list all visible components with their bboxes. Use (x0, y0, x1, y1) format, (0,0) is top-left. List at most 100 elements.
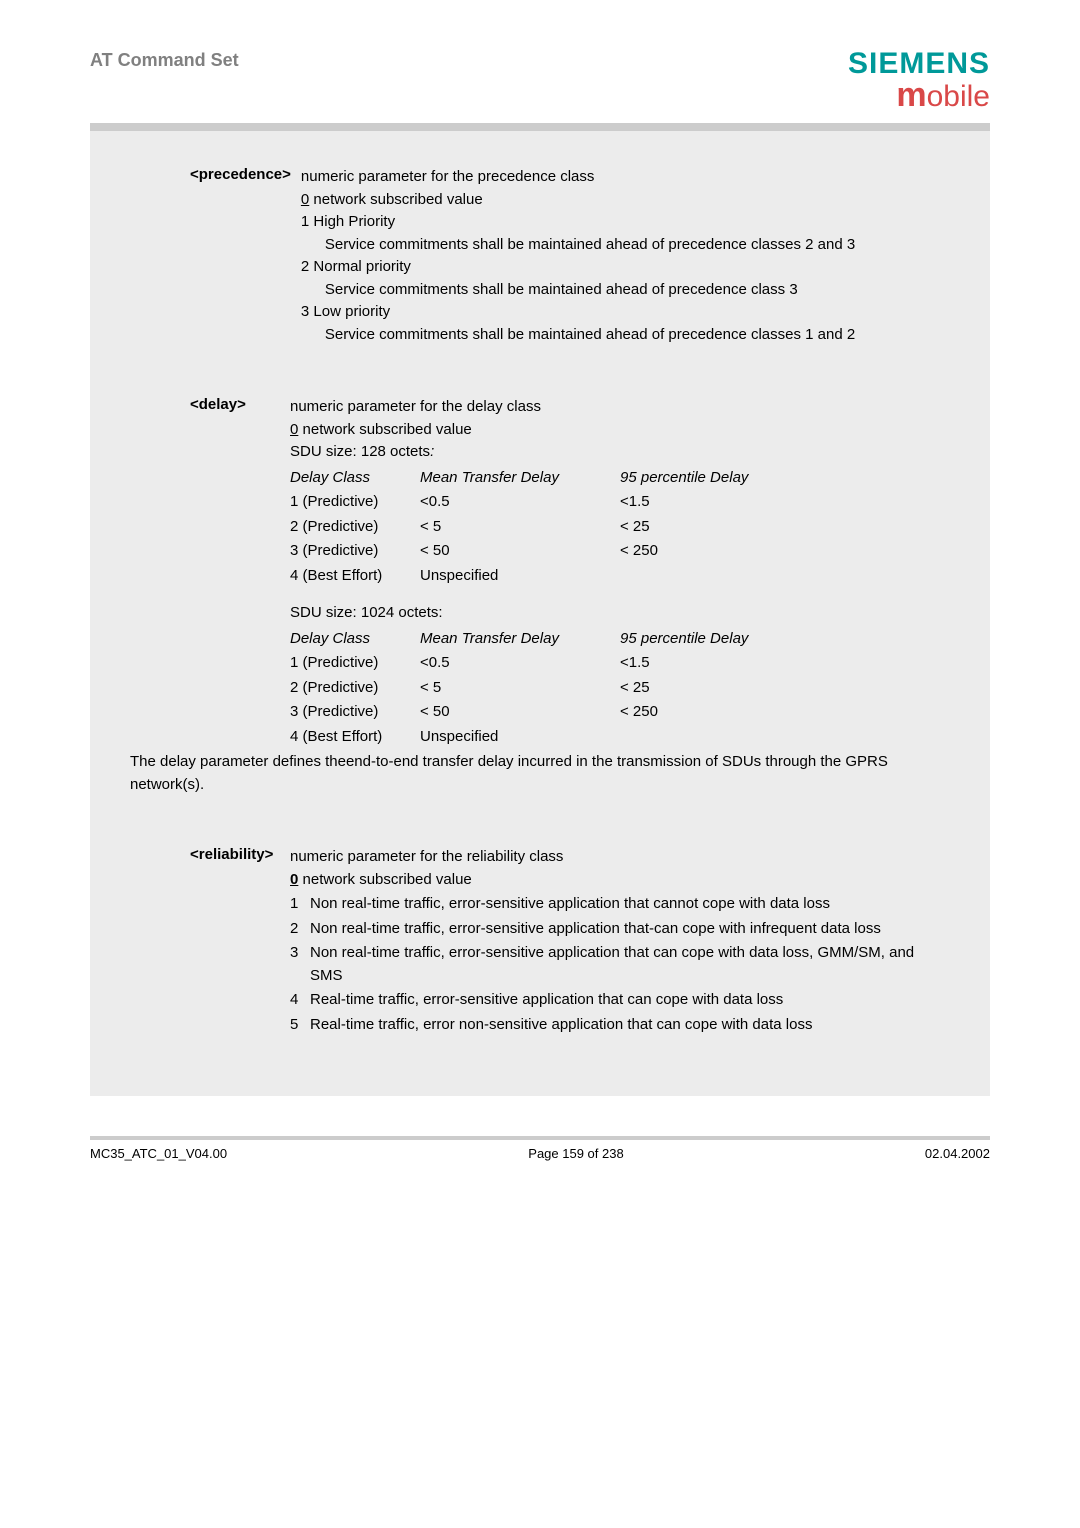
pc-2: < 25 (620, 515, 950, 540)
precedence-intro: numeric parameter for the precedence cla… (301, 166, 950, 189)
hdr-mean-transfer-2: Mean Transfer Delay (420, 627, 620, 652)
reli-txt-2: Non real-time traffic, error-sensitive a… (310, 918, 950, 941)
table-row: 3 (Predictive)< 50< 250 (290, 539, 950, 564)
dc-4: 4 (Best Effort) (290, 564, 420, 589)
reli-txt-3: Non real-time traffic, error-sensitive a… (310, 942, 950, 987)
mt2-4: Unspecified (420, 725, 620, 750)
delay-label: <delay> (130, 396, 290, 796)
list-item: 2Non real-time traffic, error-sensitive … (290, 918, 950, 941)
logo-block: SIEMENS mobile (848, 50, 990, 111)
reli-num-3: 3 (290, 942, 310, 987)
delay-0-text: network subscribed value (298, 421, 471, 438)
reliability-0: 0 network subscribed value (290, 869, 950, 892)
mobile-rest: obile (927, 80, 990, 113)
reliability-label: <reliability> (130, 846, 290, 1036)
table-row: 4 (Best Effort)Unspecified (290, 725, 950, 750)
mt2-3: < 50 (420, 700, 620, 725)
dc-2: 2 (Predictive) (290, 515, 420, 540)
reliability-param: <reliability> numeric parameter for the … (130, 846, 950, 1036)
dc-3: 3 (Predictive) (290, 539, 420, 564)
reli-txt-5: Real-time traffic, error non-sensitive a… (310, 1014, 950, 1037)
list-item: 3Non real-time traffic, error-sensitive … (290, 942, 950, 987)
pc-3: < 250 (620, 539, 950, 564)
mt-2: < 5 (420, 515, 620, 540)
delay-table-128: Delay Class Mean Transfer Delay 95 perce… (290, 466, 950, 589)
header-title: AT Command Set (90, 50, 239, 71)
precedence-3-desc: Service commitments shall be maintained … (301, 324, 950, 347)
header-separator (90, 123, 990, 131)
dc-1: 1 (Predictive) (290, 490, 420, 515)
reliability-0-text: network subscribed value (298, 871, 471, 888)
reli-num-5: 5 (290, 1014, 310, 1037)
dc2-4: 4 (Best Effort) (290, 725, 420, 750)
mt2-1: <0.5 (420, 651, 620, 676)
pc-4 (620, 564, 950, 589)
hdr-delay-class: Delay Class (290, 466, 420, 491)
mobile-wordmark: mobile (848, 79, 990, 112)
list-item: 5Real-time traffic, error non-sensitive … (290, 1014, 950, 1037)
dc2-3: 3 (Predictive) (290, 700, 420, 725)
precedence-0: 0 network subscribed value (301, 189, 950, 212)
delay-intro: numeric parameter for the delay class (290, 396, 950, 419)
hdr-mean-transfer: Mean Transfer Delay (420, 466, 620, 491)
page-footer: MC35_ATC_01_V04.00 Page 159 of 238 02.04… (90, 1146, 990, 1161)
precedence-2-desc: Service commitments shall be maintained … (301, 279, 950, 302)
spacer (290, 588, 950, 602)
table-row: 1 (Predictive)<0.5<1.5 (290, 490, 950, 515)
precedence-3: 3 Low priority (301, 301, 950, 324)
reliability-intro: numeric parameter for the reliability cl… (290, 846, 950, 869)
pc-1: <1.5 (620, 490, 950, 515)
precedence-1: 1 High Priority (301, 211, 950, 234)
reliability-list: 1Non real-time traffic, error-sensitive … (290, 893, 950, 1036)
table-row: 3 (Predictive)< 50< 250 (290, 700, 950, 725)
mobile-m: m (896, 76, 926, 114)
page-header: AT Command Set SIEMENS mobile (90, 50, 990, 111)
footer-left: MC35_ATC_01_V04.00 (90, 1146, 227, 1161)
delay-sdu1024: SDU size: 1024 octets: (290, 602, 950, 625)
footer-right: 02.04.2002 (925, 1146, 990, 1161)
delay-table-1024: Delay Class Mean Transfer Delay 95 perce… (290, 627, 950, 750)
sdu128-text: SDU size: 128 octets (290, 443, 430, 460)
delay-0: 0 network subscribed value (290, 419, 950, 442)
siemens-wordmark: SIEMENS (848, 50, 990, 79)
dc2-1: 1 (Predictive) (290, 651, 420, 676)
table-row: 1 (Predictive)<0.5<1.5 (290, 651, 950, 676)
table-header-row: Delay Class Mean Transfer Delay 95 perce… (290, 627, 950, 652)
precedence-param: <precedence> numeric parameter for the p… (130, 166, 950, 346)
delay-sdu128: SDU size: 128 octets: (290, 441, 950, 464)
hdr-95-percentile-2: 95 percentile Delay (620, 627, 950, 652)
precedence-2: 2 Normal priority (301, 256, 950, 279)
mt-3: < 50 (420, 539, 620, 564)
delay-content: numeric parameter for the delay class 0 … (290, 396, 950, 796)
hdr-95-percentile: 95 percentile Delay (620, 466, 950, 491)
reliability-content: numeric parameter for the reliability cl… (290, 846, 950, 1036)
reli-txt-1: Non real-time traffic, error-sensitive a… (310, 893, 950, 916)
table-row: 2 (Predictive)< 5< 25 (290, 515, 950, 540)
precedence-1-desc: Service commitments shall be maintained … (301, 234, 950, 257)
list-item: 4Real-time traffic, error-sensitive appl… (290, 989, 950, 1012)
delay-note: The delay parameter defines theend-to-en… (130, 751, 950, 796)
reli-num-4: 4 (290, 989, 310, 1012)
mt-4: Unspecified (420, 564, 620, 589)
footer-separator (90, 1136, 990, 1140)
reli-num-2: 2 (290, 918, 310, 941)
pc2-4 (620, 725, 950, 750)
dc2-2: 2 (Predictive) (290, 676, 420, 701)
mt2-2: < 5 (420, 676, 620, 701)
precedence-label: <precedence> (130, 166, 301, 346)
reli-num-1: 1 (290, 893, 310, 916)
table-row: 4 (Best Effort)Unspecified (290, 564, 950, 589)
precedence-0-text: network subscribed value (309, 191, 482, 208)
table-header-row: Delay Class Mean Transfer Delay 95 perce… (290, 466, 950, 491)
sdu128-colon: : (430, 443, 434, 460)
hdr-delay-class-2: Delay Class (290, 627, 420, 652)
reli-txt-4: Real-time traffic, error-sensitive appli… (310, 989, 950, 1012)
pc2-2: < 25 (620, 676, 950, 701)
footer-center: Page 159 of 238 (528, 1146, 623, 1161)
pc2-1: <1.5 (620, 651, 950, 676)
precedence-content: numeric parameter for the precedence cla… (301, 166, 950, 346)
table-row: 2 (Predictive)< 5< 25 (290, 676, 950, 701)
mt-1: <0.5 (420, 490, 620, 515)
precedence-0-num: 0 (301, 191, 309, 208)
content-panel: <precedence> numeric parameter for the p… (90, 131, 990, 1096)
